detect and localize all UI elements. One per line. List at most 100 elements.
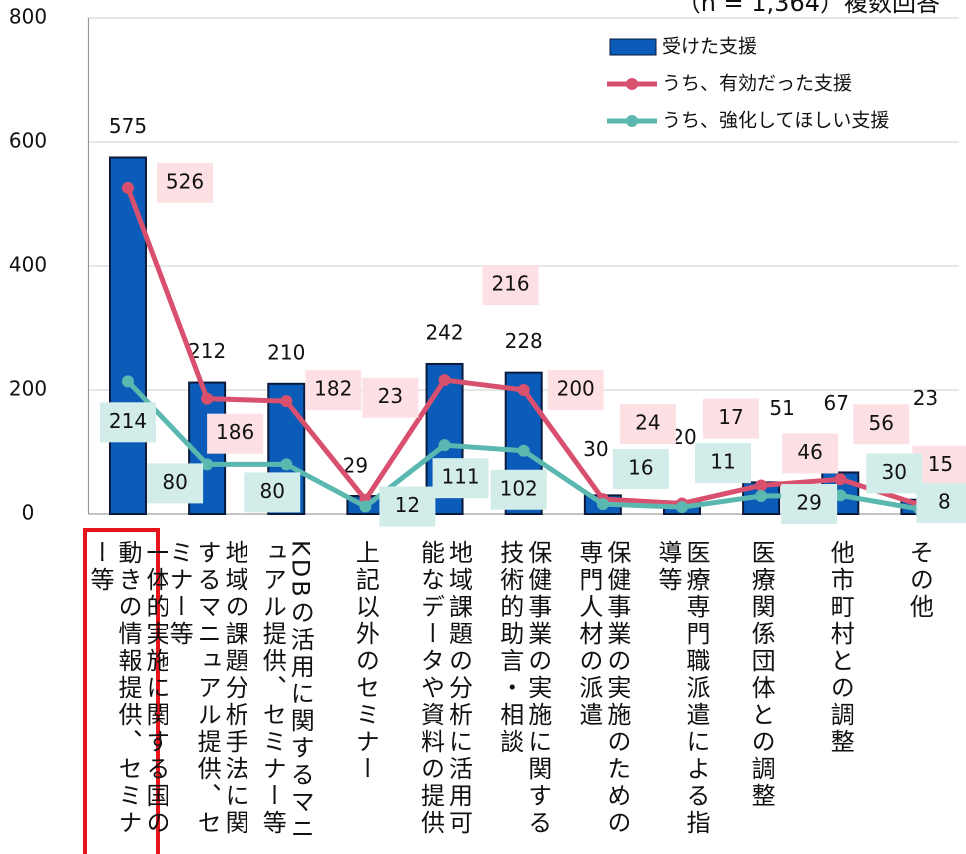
value-label-box	[781, 484, 838, 525]
value-label-box	[853, 404, 910, 445]
value-label-box	[702, 398, 759, 439]
line-value-label: 200	[557, 377, 595, 401]
line-value-label: 186	[216, 420, 254, 444]
x-tick-label-wrap: KDBの活用に関するマニュアル提供、セミナー等	[246, 540, 326, 854]
value-label-box	[866, 453, 923, 494]
point	[438, 374, 451, 387]
point	[596, 498, 609, 511]
line-value-label: 80	[260, 479, 285, 503]
bar-value-label: 67	[824, 391, 849, 415]
line-value-label: 80	[162, 470, 187, 494]
value-label-box	[619, 404, 676, 445]
y-tick-label: 600	[9, 129, 47, 153]
x-tick-label-wrap: 保健事業の実施に関する技術的助言・相談	[484, 540, 564, 854]
line-value-label: 15	[928, 452, 953, 476]
line-value-label: 46	[797, 440, 822, 464]
line-value-label: 182	[314, 377, 352, 401]
value-label-box	[694, 443, 751, 484]
bar-value-label: 575	[109, 114, 147, 138]
legend-marker	[626, 115, 638, 127]
x-tick-label: 保健事業の実施に関する技術的助言・相談	[495, 540, 552, 837]
line-value-label: 30	[882, 460, 907, 484]
line-value-label: 29	[796, 491, 821, 515]
legend-label: うち、有効だった支援	[662, 73, 852, 95]
x-tick-label: 医療専門職派遣による指導等	[653, 540, 710, 837]
bar-value-label: 228	[505, 329, 543, 353]
x-tick-label: 他市町村との調整	[826, 540, 855, 756]
point	[755, 479, 768, 492]
bar-value-label: 210	[267, 340, 305, 364]
x-tick-label-wrap: 医療専門職派遣による指導等	[642, 540, 722, 854]
bar-value-label: 30	[583, 437, 608, 461]
line-value-label: 11	[710, 450, 735, 474]
value-label-box	[547, 370, 604, 410]
x-tick-label-wrap: 上記以外のセミナー	[325, 540, 405, 854]
x-tick-label-wrap: 医療関係団体との調整	[721, 540, 801, 854]
point	[834, 489, 847, 502]
value-label-box	[305, 370, 362, 411]
value-label-box	[244, 472, 301, 513]
point	[121, 181, 134, 194]
y-tick-label: 400	[9, 253, 47, 277]
x-tick-label-box: 保健事業の実施に関する技術的助言・相談	[484, 540, 564, 854]
line-value-label: 23	[378, 384, 403, 408]
point	[755, 490, 768, 503]
value-label-box	[362, 377, 419, 418]
value-label-box	[782, 433, 839, 474]
point	[201, 392, 214, 405]
line-value-label: 12	[395, 493, 420, 517]
point	[517, 444, 530, 457]
legend-label: 受けた支援	[662, 36, 757, 58]
value-label-box	[156, 162, 213, 203]
line-value-label: 8	[938, 490, 951, 514]
line-value-label: 24	[635, 411, 660, 435]
x-tick-label-wrap: 一体的実施に関する国の動きの情報提供、セミナー等	[88, 540, 168, 854]
value-label-box	[379, 486, 436, 527]
x-tick-label-wrap: 保健事業の実施のための専門人材の派遣	[563, 540, 643, 854]
line-value-label: 526	[166, 169, 204, 193]
line-value-label: 111	[441, 465, 479, 489]
x-tick-label-wrap: 他市町村との調整	[800, 540, 880, 854]
x-tick-label: 地域課題の分析に活用可能なデータや資料の提供	[416, 540, 473, 837]
x-tick-label-box: 他市町村との調整	[800, 540, 880, 854]
value-label-box	[207, 413, 264, 454]
x-tick-label: 上記以外のセミナー	[351, 540, 380, 783]
point	[359, 500, 372, 513]
value-label-box	[916, 483, 966, 524]
x-tick-label-wrap: その他	[879, 540, 959, 854]
line-value-label: 16	[628, 456, 653, 480]
legend-swatch	[609, 38, 657, 56]
x-tick-label-wrap: 地域課題の分析に活用可能なデータや資料の提供	[405, 540, 485, 854]
value-label-box	[490, 469, 547, 510]
point	[675, 501, 688, 514]
point	[517, 384, 530, 396]
point	[438, 439, 451, 452]
x-tick-label-box: 地域の課題分析手法に関するマニュアル提供、セミナー等	[167, 540, 247, 837]
point	[121, 375, 134, 388]
value-label-box	[482, 265, 539, 306]
value-label-box	[432, 458, 489, 499]
value-label-box	[99, 402, 156, 443]
x-tick-label-box: 医療関係団体との調整	[721, 540, 801, 854]
y-tick-label: 800	[9, 5, 47, 29]
bar	[108, 156, 147, 515]
highlight-box	[83, 528, 160, 854]
bar-value-label: 51	[769, 396, 794, 420]
line-value-label: 214	[109, 409, 147, 433]
x-tick-label: KDBの活用に関するマニュアル提供、セミナー等	[258, 540, 315, 843]
value-label-box	[612, 449, 669, 490]
point	[280, 395, 293, 408]
x-tick-label-box: 一体的実施に関する国の動きの情報提供、セミナー等	[88, 540, 168, 854]
x-tick-label: 医療関係団体との調整	[747, 540, 776, 810]
x-tick-label: 保健事業の実施のための専門人材の派遣	[574, 540, 631, 837]
x-tick-label-box: 上記以外のセミナー	[325, 540, 405, 854]
x-tick-label-box: KDBの活用に関するマニュアル提供、セミナー等	[246, 540, 326, 854]
line-value-label: 17	[718, 405, 743, 429]
x-tick-label: その他	[905, 540, 934, 621]
point	[834, 473, 847, 486]
legend-label: うち、強化してほしい支援	[662, 110, 889, 132]
x-tick-label-box: 保健事業の実施のための専門人材の派遣	[563, 540, 643, 854]
line-value-label: 216	[491, 272, 529, 296]
x-tick-label-box: 地域課題の分析に活用可能なデータや資料の提供	[405, 540, 485, 854]
